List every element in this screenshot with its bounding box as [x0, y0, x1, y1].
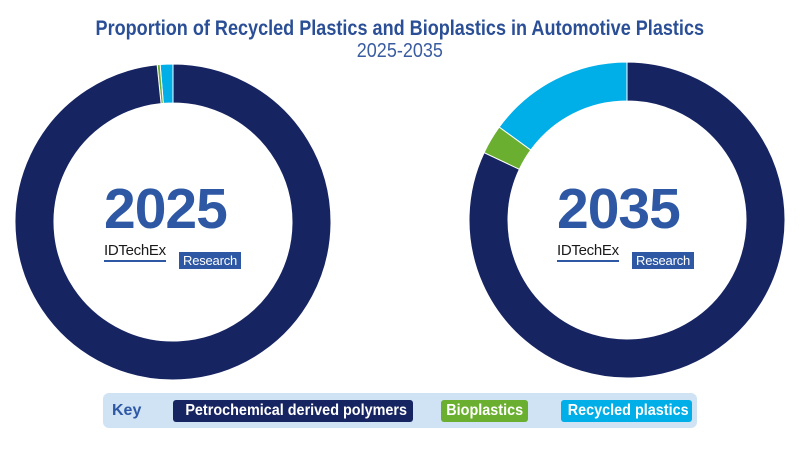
chart-title-text: Proportion of Recycled Plastics and Biop… — [95, 17, 705, 40]
year-label-2035: 2035 — [557, 177, 681, 241]
brand-logo-text: IDTechEx — [557, 242, 619, 262]
legend-key-label: Key — [112, 402, 142, 419]
legend-item-label: Recycled plastics — [567, 402, 689, 419]
donut-segment-petrochemical-derived-polymers — [468, 61, 786, 379]
legend: Key Petrochemical derived polymers Biopl… — [103, 393, 697, 428]
legend-item-label: Petrochemical derived polymers — [185, 402, 408, 419]
chart-subtitle-text: 2025-2035 — [356, 40, 444, 62]
brand-logo-text: IDTechEx — [104, 242, 166, 262]
donut-segment-petrochemical-derived-polymers — [14, 63, 332, 381]
donut-2025 — [14, 63, 332, 381]
chart-subtitle: 2025-2035 — [0, 40, 800, 63]
brand-research-tag: Research — [632, 252, 695, 269]
brand-research-tag: Research — [179, 252, 242, 269]
legend-item-petrochemical: Petrochemical derived polymers — [173, 400, 413, 422]
donut-segment-recycled-plastics — [498, 61, 628, 151]
donut-2035 — [468, 61, 786, 379]
legend-item-label: Bioplastics — [446, 402, 523, 419]
legend-item-bioplastics: Bioplastics — [441, 400, 528, 422]
legend-item-recycled: Recycled plastics — [561, 400, 692, 422]
year-label-2025: 2025 — [104, 177, 228, 241]
chart-title: Proportion of Recycled Plastics and Biop… — [0, 17, 800, 41]
